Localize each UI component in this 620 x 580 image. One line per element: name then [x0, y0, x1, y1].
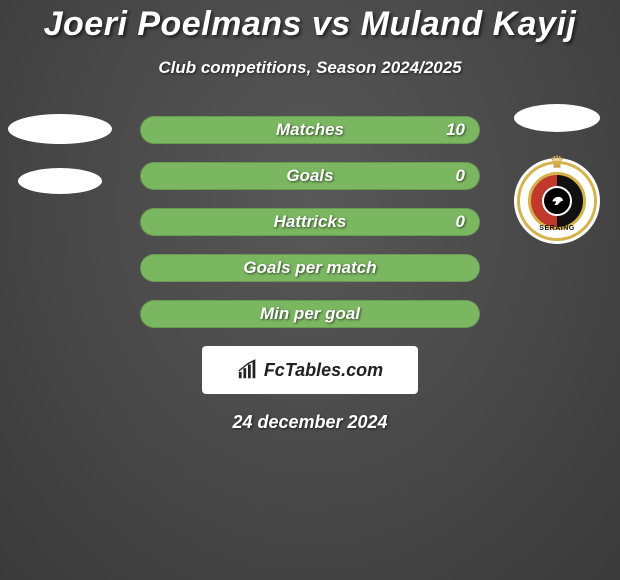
stat-label: Min per goal — [260, 304, 360, 324]
comparison-card: Joeri Poelmans vs Muland Kayij Club comp… — [0, 0, 620, 580]
stat-label: Goals per match — [243, 258, 376, 278]
stat-label: Hattricks — [274, 212, 347, 232]
subtitle: Club competitions, Season 2024/2025 — [0, 58, 620, 78]
player-left-badge-2 — [18, 168, 102, 194]
crest-label: SERAING — [514, 225, 600, 232]
stat-row: Goals per match — [140, 254, 480, 282]
bar-chart-icon — [237, 359, 259, 381]
placeholder-ellipse — [18, 168, 102, 194]
player-right-club-crest: ♛ SERAING — [514, 158, 600, 244]
player-right-crest — [514, 104, 600, 132]
brand-box[interactable]: FcTables.com — [202, 346, 418, 394]
placeholder-ellipse — [8, 114, 112, 144]
stat-row: Min per goal — [140, 300, 480, 328]
stat-label: Goals — [286, 166, 333, 186]
date-text: 24 december 2024 — [0, 412, 620, 433]
stat-value-right: 10 — [446, 120, 465, 140]
stat-value-right: 0 — [456, 212, 465, 232]
placeholder-ellipse — [514, 104, 600, 132]
stat-value-right: 0 — [456, 166, 465, 186]
player-left-badge-1 — [8, 114, 112, 144]
stat-row: Goals 0 — [140, 162, 480, 190]
stat-label: Matches — [276, 120, 344, 140]
compare-area: ♛ SERAING Matches10Goals0Hattricks0Goals… — [0, 116, 620, 328]
stat-rows: Matches 10 Goals 0 Hattricks 0 Goals per match… — [140, 116, 480, 328]
stat-row: Hattricks 0 — [140, 208, 480, 236]
page-title: Joeri Poelmans vs Muland Kayij — [0, 5, 620, 44]
stat-row: Matches 10 — [140, 116, 480, 144]
brand-text: FcTables.com — [264, 360, 383, 381]
seraing-crest: ♛ SERAING — [514, 158, 600, 244]
